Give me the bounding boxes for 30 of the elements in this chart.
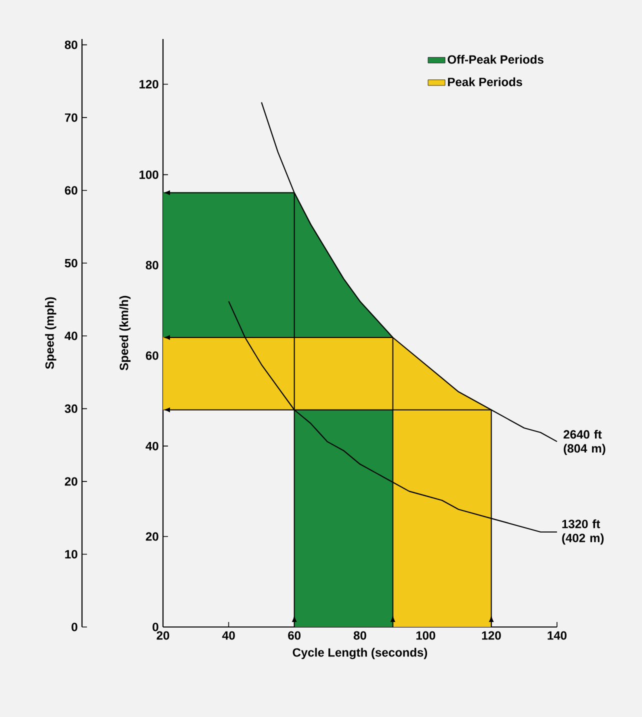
series-label: 2640 ft (804 m)	[564, 430, 606, 456]
y-tick-label: 0	[152, 622, 158, 632]
y2-tick-label: 30	[64, 404, 78, 413]
y2-tick-label: 50	[64, 258, 78, 268]
y-tick-label: 120	[140, 80, 158, 88]
x-tick-label: 80	[354, 631, 366, 640]
y2-tick-label: 10	[65, 550, 78, 558]
y2-tick-label: 70	[64, 113, 78, 122]
legend-label: Off-Peak Periods	[448, 54, 544, 64]
x-tick-label: 40	[222, 631, 235, 640]
y-tick-label: 100	[140, 170, 158, 179]
y-tick-label: 80	[146, 260, 158, 270]
y2-tick-label: 20	[64, 477, 78, 486]
y-tick-label: 40	[146, 442, 158, 450]
y2-tick-label: 80	[64, 40, 78, 50]
y-axis-title: Speed (km/h)	[119, 296, 131, 370]
y2-tick-label: 60	[64, 186, 78, 195]
y2-tick-label: 0	[72, 622, 78, 632]
x-tick-label: 100	[416, 631, 436, 640]
series-label: 1320 ft (402 m)	[562, 519, 604, 545]
x-axis-title: Cycle Length (seconds)	[292, 648, 428, 660]
y2-axis-title: Speed (mph)	[45, 297, 56, 369]
x-tick-label: 20	[156, 631, 170, 640]
legend-label: Peak Periods	[448, 77, 522, 86]
y-tick-label: 20	[146, 532, 158, 541]
y2-tick-label: 40	[64, 332, 78, 340]
x-tick-label: 140	[548, 631, 567, 640]
x-tick-label: 120	[482, 631, 501, 640]
x-tick-label: 60	[288, 631, 301, 640]
y-tick-label: 60	[146, 351, 158, 360]
